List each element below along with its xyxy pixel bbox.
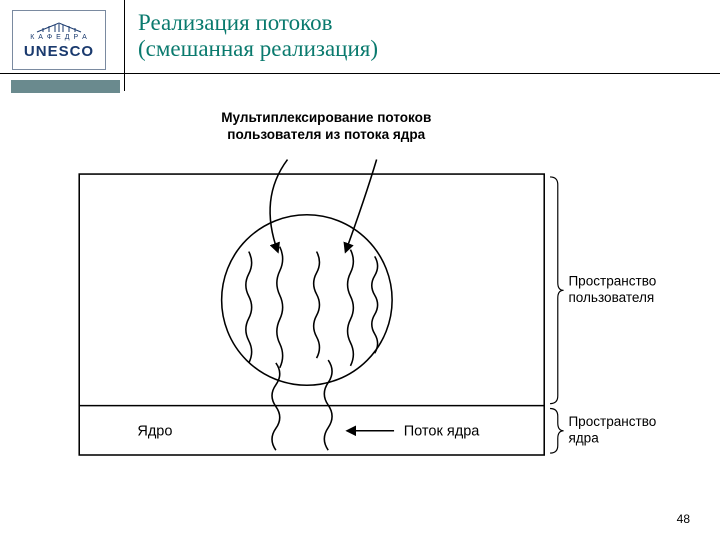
sidebar-stub bbox=[11, 80, 120, 93]
logo-main-text: UNESCO bbox=[24, 43, 94, 60]
svg-text:Поток ядра: Поток ядра bbox=[404, 424, 481, 440]
title-line-2: (смешанная реализация) bbox=[138, 36, 702, 62]
svg-text:Ядро: Ядро bbox=[137, 424, 172, 440]
slide-title: Реализация потоков (смешанная реализация… bbox=[138, 10, 702, 62]
svg-text:пользователя: пользователя bbox=[568, 290, 654, 305]
svg-text:Пространство: Пространство bbox=[568, 414, 656, 429]
svg-text:Пространство: Пространство bbox=[568, 273, 656, 288]
logo-top-text: К А Ф Е Д Р А bbox=[30, 34, 88, 41]
svg-text:ядра: ядра bbox=[568, 430, 599, 445]
threads-diagram: Мультиплексирование потоков пользователя … bbox=[55, 100, 675, 500]
title-underline bbox=[0, 73, 720, 74]
title-line-1: Реализация потоков bbox=[138, 10, 702, 36]
unesco-logo: К А Ф Е Д Р А UNESCO bbox=[12, 10, 106, 70]
svg-text:Мультиплексирование потоков: Мультиплексирование потоков bbox=[221, 110, 431, 125]
page-number: 48 bbox=[677, 512, 690, 526]
title-vertical-rule bbox=[124, 0, 125, 91]
svg-text:пользователя из потока ядра: пользователя из потока ядра bbox=[227, 127, 425, 142]
logo-roof-icon bbox=[35, 21, 83, 33]
